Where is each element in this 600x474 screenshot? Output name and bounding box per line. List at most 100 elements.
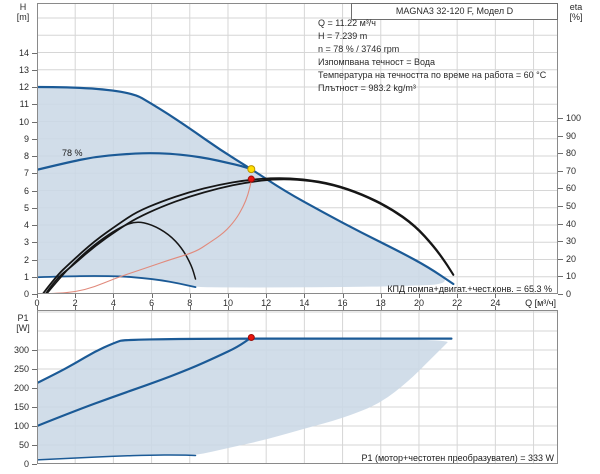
axis-tick bbox=[342, 294, 344, 298]
axis-tick bbox=[75, 306, 77, 310]
p1-tick-label: 100 bbox=[13, 421, 29, 431]
p1-tick-label: 300 bbox=[13, 345, 29, 355]
h-tick-label: 4 bbox=[23, 220, 29, 230]
axis-tick bbox=[266, 306, 268, 310]
axis-tick bbox=[495, 294, 497, 298]
h-tick-label: 0 bbox=[23, 289, 29, 299]
h-tick-label: 12 bbox=[18, 82, 29, 92]
duty-info-block: Q = 11.22 м³/ч H = 7.239 m n = 78 % / 3746… bbox=[318, 17, 546, 95]
eta-tick-label: 90 bbox=[566, 130, 577, 141]
power-78-curve bbox=[35, 336, 253, 428]
axis-tick bbox=[75, 294, 77, 298]
pump-model-title: MAGNA3 32-120 F, Модел D bbox=[351, 3, 558, 20]
axis-tick bbox=[558, 153, 563, 155]
eta-axis-unit: [%] bbox=[569, 12, 583, 22]
h-tick-label: 13 bbox=[18, 64, 29, 75]
control-curve bbox=[36, 180, 252, 295]
axis-tick bbox=[32, 369, 37, 370]
q-tick-label: 12 bbox=[261, 298, 272, 308]
q-tick-label: 2 bbox=[72, 298, 78, 308]
axis-tick bbox=[32, 104, 37, 106]
q-axis-unit-label: Q [м³/ч] bbox=[525, 298, 556, 308]
eta-tick-label: 80 bbox=[566, 148, 577, 159]
q-tick-label: 14 bbox=[299, 298, 310, 308]
p1-axis-name: P1 bbox=[17, 313, 29, 323]
q-tick-label: 10 bbox=[222, 298, 233, 308]
max-power-curve bbox=[35, 337, 453, 385]
q-tick-label: 20 bbox=[413, 298, 424, 308]
p1-tick-label: 150 bbox=[13, 402, 29, 412]
axis-tick bbox=[304, 306, 306, 310]
axis-tick bbox=[32, 52, 37, 54]
h-axis-name: H bbox=[19, 2, 27, 12]
axis-tick bbox=[32, 388, 37, 389]
p1-tick-label: 0 bbox=[23, 459, 29, 469]
axis-tick bbox=[558, 241, 563, 243]
axis-tick bbox=[32, 426, 37, 427]
p1-chart-plot bbox=[35, 310, 558, 469]
axis-tick bbox=[558, 170, 563, 172]
axis-tick bbox=[37, 306, 38, 310]
p1-tick-label: 200 bbox=[13, 383, 29, 393]
h-tick-label: 2 bbox=[23, 254, 29, 265]
eta-axis-name: eta bbox=[569, 2, 583, 12]
axis-tick bbox=[32, 138, 37, 140]
info-line: H = 7.239 m bbox=[318, 31, 368, 41]
eta-tick-label: 30 bbox=[566, 236, 577, 247]
axis-tick bbox=[32, 87, 37, 88]
axis-tick bbox=[37, 294, 38, 298]
axis-tick bbox=[113, 294, 115, 298]
eta-axis-title: eta [%] bbox=[563, 2, 589, 22]
axis-tick bbox=[32, 242, 37, 244]
duty-power-point[interactable] bbox=[247, 333, 255, 341]
total-efficiency-label: КПД помпа+двигат.+чест.конв. = 65.3 % bbox=[387, 284, 552, 294]
efficiency-point[interactable] bbox=[247, 175, 255, 183]
eta-tick-label: 60 bbox=[566, 183, 577, 194]
axis-tick bbox=[32, 121, 37, 123]
axis-tick bbox=[380, 306, 382, 310]
min-power-curve bbox=[36, 454, 197, 461]
eta-tick-label: 20 bbox=[566, 253, 577, 264]
axis-tick bbox=[32, 407, 37, 408]
q-tick-label: 24 bbox=[490, 298, 501, 308]
h-tick-label: 11 bbox=[19, 99, 29, 110]
axis-tick bbox=[457, 306, 459, 310]
axis-tick bbox=[32, 69, 37, 71]
q-tick-label: 16 bbox=[337, 298, 348, 308]
p1-axis-title: P1 [W] bbox=[10, 313, 36, 333]
eta-tick-label: 50 bbox=[566, 200, 577, 211]
axis-tick bbox=[32, 294, 37, 295]
axis-tick bbox=[227, 294, 229, 298]
eta-tick-label: 0 bbox=[566, 289, 572, 299]
h-tick-label: 1 bbox=[23, 271, 29, 282]
eta-min-speed-curve bbox=[45, 221, 197, 295]
axis-tick bbox=[227, 306, 229, 310]
axis-tick bbox=[558, 258, 563, 260]
h-tick-label: 9 bbox=[23, 133, 29, 144]
h-tick-label: 6 bbox=[23, 185, 29, 196]
axis-tick bbox=[32, 350, 37, 351]
p1-tick-label: 50 bbox=[18, 440, 29, 450]
h-tick-label: 5 bbox=[23, 202, 29, 213]
axis-tick bbox=[558, 117, 563, 119]
q-tick-label: 0 bbox=[34, 298, 40, 308]
power-envelope bbox=[37, 338, 448, 460]
p1-tick-label: 250 bbox=[13, 364, 29, 374]
duty-point[interactable] bbox=[247, 165, 256, 174]
h-tick-label: 3 bbox=[23, 237, 29, 248]
axis-tick bbox=[32, 225, 37, 226]
axis-tick bbox=[32, 207, 37, 209]
axis-tick bbox=[558, 276, 563, 278]
q-tick-label: 22 bbox=[452, 298, 463, 308]
axis-tick bbox=[151, 294, 153, 298]
axis-tick bbox=[558, 135, 563, 137]
power-input-label: P1 (мотор+честотен преобразувател) = 333… bbox=[361, 453, 554, 463]
eta-total-curve bbox=[44, 178, 455, 295]
axis-tick bbox=[495, 306, 497, 310]
h-tick-label: 7 bbox=[23, 168, 29, 179]
axis-tick bbox=[32, 445, 37, 446]
hq-chart-plot bbox=[35, 3, 558, 299]
eta-tick-label: 100 bbox=[566, 112, 582, 123]
q-tick-label: 8 bbox=[187, 298, 193, 308]
